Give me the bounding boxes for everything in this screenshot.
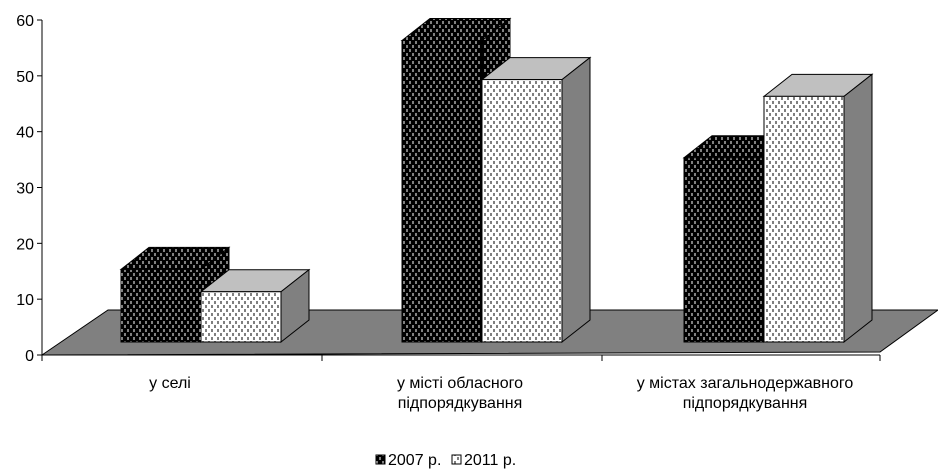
y-tick-label: 0 xyxy=(25,348,34,365)
bar xyxy=(763,95,845,343)
legend-swatch xyxy=(451,454,462,465)
bar-side xyxy=(561,56,591,344)
x-tick-label: у селі xyxy=(149,375,191,392)
x-tick-label: у містах загальнодержавного підпорядкуван… xyxy=(637,375,854,412)
legend-label: 2007 р. xyxy=(388,452,441,469)
y-tick-label: 20 xyxy=(16,236,34,253)
bar-side xyxy=(843,73,873,344)
bar xyxy=(481,79,563,343)
bar xyxy=(401,40,483,343)
bar xyxy=(120,268,202,343)
bar xyxy=(200,291,282,343)
y-tick-label: 10 xyxy=(16,292,34,309)
legend-label: 2011 р. xyxy=(464,452,516,469)
y-tick-label: 40 xyxy=(16,125,34,142)
y-tick-label: 30 xyxy=(16,181,34,198)
x-tick-label: у місті обласного підпорядкування xyxy=(397,375,523,412)
legend-swatch xyxy=(375,454,386,465)
bar xyxy=(683,157,765,343)
y-tick-label: 50 xyxy=(16,69,34,86)
y-tick-label: 60 xyxy=(16,13,34,30)
